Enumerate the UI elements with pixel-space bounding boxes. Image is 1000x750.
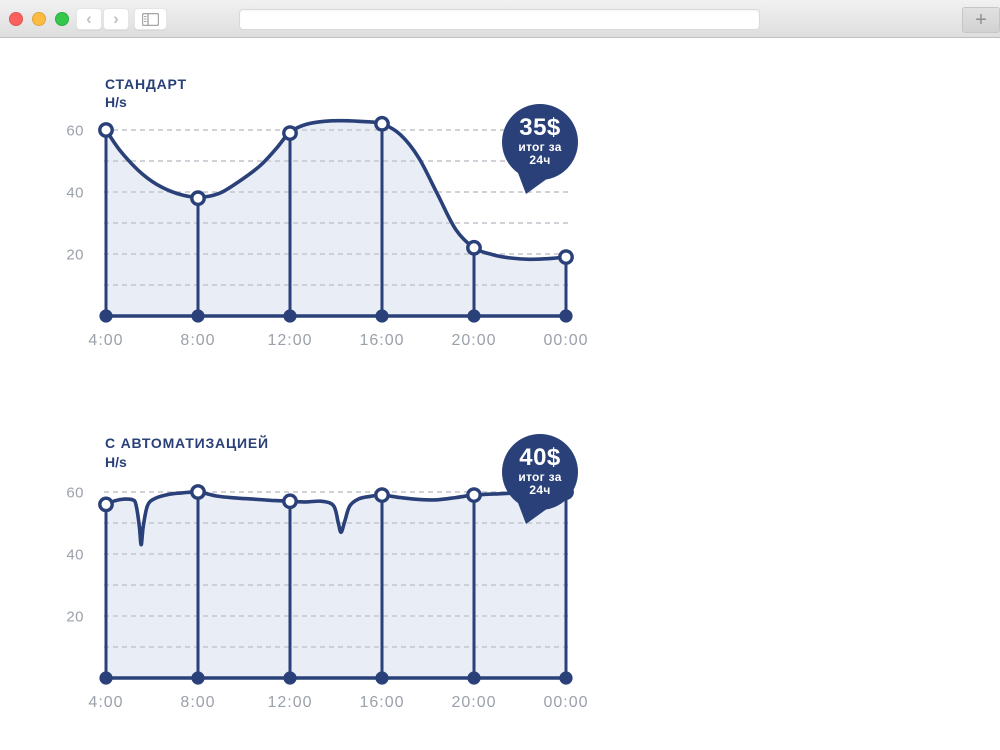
- back-button[interactable]: ‹: [76, 8, 102, 30]
- data-point-marker: [558, 249, 574, 266]
- data-point-marker: [282, 125, 298, 142]
- x-tick-label: 8:00: [180, 694, 215, 711]
- x-tick-label: 00:00: [543, 694, 588, 711]
- y-tick-label: 60: [66, 485, 84, 502]
- axis-dot: [375, 309, 389, 323]
- y-tick-label: 60: [66, 123, 84, 140]
- x-tick-label: 12:00: [267, 332, 312, 349]
- data-point-marker: [466, 487, 482, 504]
- axis-dot: [559, 671, 573, 685]
- chevron-right-icon: ›: [113, 9, 119, 28]
- y-axis-unit-label-automated: H/s: [105, 454, 127, 470]
- badge-pin-icon: [502, 104, 578, 194]
- badge-text: 40$ итог за 24ч: [498, 444, 582, 497]
- badge-caption-line2: 24ч: [529, 153, 551, 167]
- data-point-marker: [466, 239, 482, 256]
- y-tick-label: 40: [66, 185, 84, 202]
- series-line: [104, 490, 568, 547]
- data-point-marker: [282, 493, 298, 510]
- badge-text: 35$ итог за 24ч: [498, 114, 582, 167]
- chart-title-standard: СТАНДАРТ: [105, 75, 187, 92]
- sidebar-icon: [141, 12, 160, 27]
- total-badge-automated: 40$ итог за 24ч: [498, 431, 582, 531]
- chart-canvas-0: 20 40 60 4:00 8:00 12:00 16:00 20:00 00:00: [40, 60, 640, 360]
- traffic-light-minimize-button[interactable]: [32, 12, 46, 26]
- chart-canvas-1: 20 40 60 4:00 8:00 12:00 16:00 20:00 00:00: [40, 422, 640, 722]
- chart-svg-1: 20 40 60 4:00 8:00 12:00 16:00 20:00 00:00: [66, 484, 588, 711]
- badge-total-value: 35$: [519, 114, 561, 141]
- chart-title-automated: С АВТОМАТИЗАЦИЕЙ: [105, 434, 269, 451]
- x-tick-label: 20:00: [451, 694, 496, 711]
- axis-dot: [99, 671, 113, 685]
- badge-caption-line1: итог за: [518, 140, 562, 154]
- axis-dot: [283, 309, 297, 323]
- area-fill: [106, 120, 566, 316]
- badge-caption-line2: 24ч: [529, 483, 551, 497]
- badge-pin-icon: [502, 434, 578, 524]
- x-tick-label: 16:00: [359, 694, 404, 711]
- axis-dot: [99, 309, 113, 323]
- y-tick-label: 20: [66, 609, 84, 626]
- x-tick-label: 00:00: [543, 332, 588, 349]
- x-tick-label: 4:00: [88, 694, 123, 711]
- series-line: [104, 118, 568, 262]
- x-tick-label: 4:00: [88, 332, 123, 349]
- axis-dot: [375, 671, 389, 685]
- data-point-marker: [374, 487, 390, 504]
- axis-dot: [467, 671, 481, 685]
- y-tick-label: 40: [66, 547, 84, 564]
- badge-total-value: 40$: [519, 444, 561, 471]
- data-point-marker: [190, 484, 206, 500]
- axis-dot: [559, 309, 573, 323]
- traffic-light-zoom-button[interactable]: [55, 12, 69, 26]
- x-tick-label: 16:00: [359, 332, 404, 349]
- total-badge-standard: 35$ итог за 24ч: [498, 101, 582, 201]
- address-bar-input[interactable]: [239, 9, 760, 30]
- sidebar-toggle-button[interactable]: [134, 8, 167, 30]
- y-axis-unit-label-standard: H/s: [105, 94, 127, 110]
- data-point-marker: [98, 122, 114, 138]
- badge-caption-line1: итог за: [518, 470, 562, 484]
- y-tick-label: 20: [66, 247, 84, 264]
- forward-button[interactable]: ›: [103, 8, 129, 30]
- data-point-marker: [374, 115, 390, 132]
- axis-dot: [467, 309, 481, 323]
- axis-dot: [191, 671, 205, 685]
- x-tick-label: 12:00: [267, 694, 312, 711]
- browser-chrome: ‹ › +: [0, 0, 1000, 38]
- data-point-marker: [190, 190, 206, 207]
- data-point-marker: [98, 496, 114, 513]
- new-tab-button[interactable]: +: [962, 7, 1000, 33]
- area-fill: [106, 491, 566, 678]
- chevron-left-icon: ‹: [86, 9, 92, 28]
- axis-dot: [283, 671, 297, 685]
- axis-dot: [191, 309, 205, 323]
- x-tick-label: 8:00: [180, 332, 215, 349]
- chart-svg-0: 20 40 60 4:00 8:00 12:00 16:00 20:00 00:00: [66, 115, 588, 349]
- plus-icon: +: [975, 8, 987, 31]
- x-tick-label: 20:00: [451, 332, 496, 349]
- traffic-light-close-button[interactable]: [9, 12, 23, 26]
